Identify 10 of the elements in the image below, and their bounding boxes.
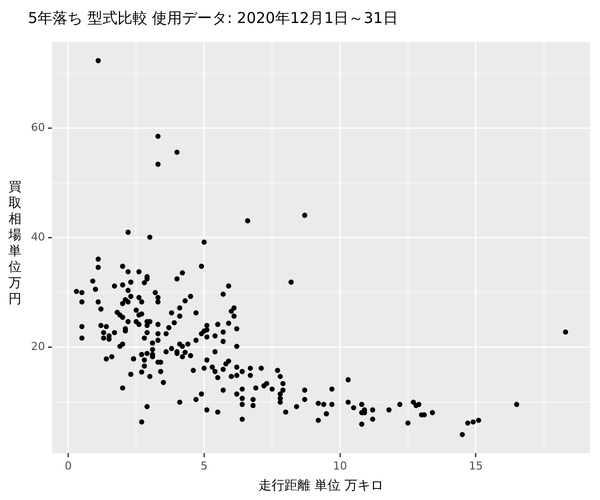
x-tick-label: 10 <box>333 460 348 473</box>
x-axis-title: 走行距離 単位 万キロ <box>258 478 384 494</box>
x-tick-label: 0 <box>64 460 72 473</box>
y-tick-label: 60 <box>30 120 45 134</box>
y-axis-title: 買取相場単位万円 <box>8 180 22 308</box>
x-tick-label: 5 <box>200 460 208 473</box>
y-tick-label: 20 <box>30 340 45 354</box>
y-tick-label: 40 <box>30 230 45 244</box>
x-tick-label: 15 <box>468 460 483 473</box>
chart-title: 5年落ち 型式比較 使用データ: 2020年12月1日～31日 <box>28 8 398 27</box>
